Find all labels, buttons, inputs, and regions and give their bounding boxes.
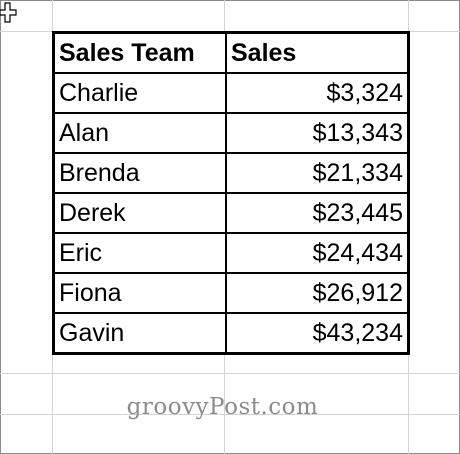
table-row: Fiona $26,912 <box>52 272 410 314</box>
sales-table: Sales Team Sales Charlie $3,324 Alan $13… <box>52 31 410 355</box>
table-row: Gavin $43,234 <box>52 312 410 355</box>
team-cell[interactable]: Eric <box>52 232 227 274</box>
watermark: groovyPost.com <box>126 394 319 420</box>
table-row: Eric $24,434 <box>52 232 410 274</box>
table-row: Derek $23,445 <box>52 192 410 234</box>
table-row: Charlie $3,324 <box>52 72 410 114</box>
sales-cell[interactable]: $26,912 <box>225 272 410 314</box>
team-cell[interactable]: Fiona <box>52 272 227 314</box>
sales-cell[interactable]: $24,434 <box>225 232 410 274</box>
team-cell[interactable]: Gavin <box>52 312 227 355</box>
sales-cell[interactable]: $43,234 <box>225 312 410 355</box>
table-header-row: Sales Team Sales <box>52 31 410 74</box>
sales-cell[interactable]: $13,343 <box>225 112 410 154</box>
team-cell[interactable]: Derek <box>52 192 227 234</box>
sales-cell[interactable]: $21,334 <box>225 152 410 194</box>
row-gridline <box>0 414 460 415</box>
header-sales-team[interactable]: Sales Team <box>52 31 227 74</box>
team-cell[interactable]: Charlie <box>52 72 227 114</box>
row-gridline <box>0 373 460 374</box>
sales-cell[interactable]: $3,324 <box>225 72 410 114</box>
sales-cell[interactable]: $23,445 <box>225 192 410 234</box>
table-row: Brenda $21,334 <box>52 152 410 194</box>
team-cell[interactable]: Alan <box>52 112 227 154</box>
table-row: Alan $13,343 <box>52 112 410 154</box>
header-sales[interactable]: Sales <box>225 31 410 74</box>
team-cell[interactable]: Brenda <box>52 152 227 194</box>
cell-select-cross-icon <box>0 2 18 32</box>
